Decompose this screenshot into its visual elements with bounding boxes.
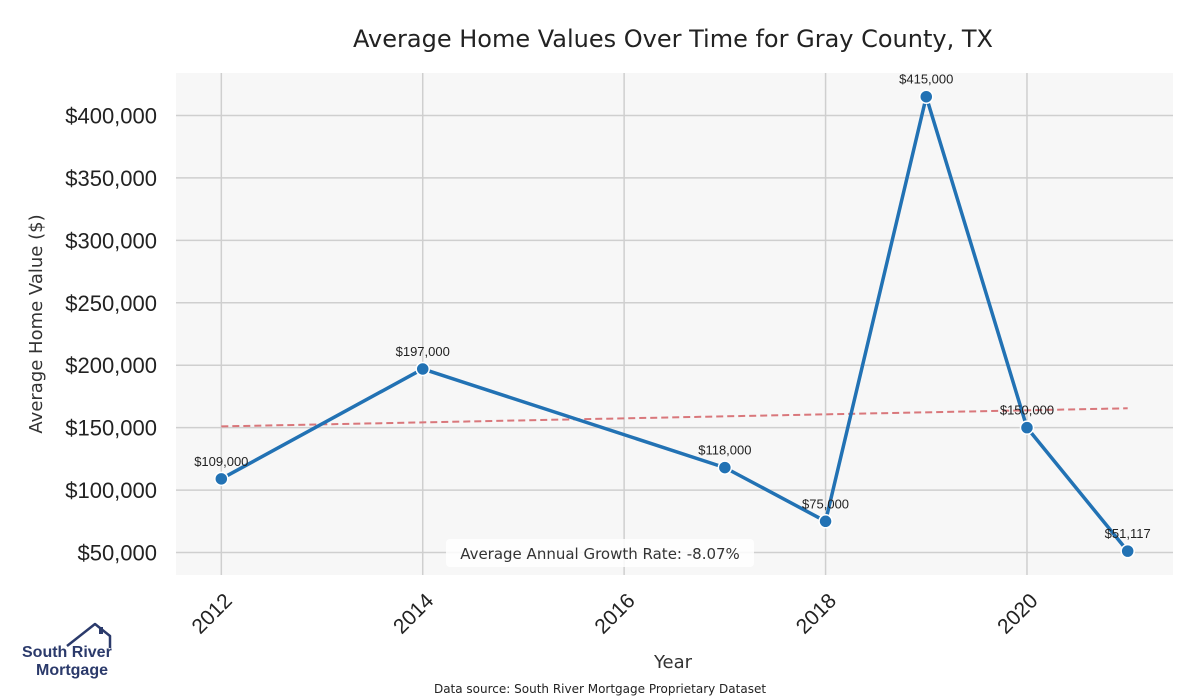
- data-label: $415,000: [899, 72, 953, 87]
- data-point: [214, 471, 229, 487]
- data-point: [919, 89, 934, 104]
- y-tick-label: $350,000: [65, 166, 157, 191]
- data-labels: $109,000 $197,000 $118,000 $75,000 $415,000 $…: [194, 72, 1150, 541]
- data-label: $109,000: [194, 454, 248, 469]
- y-tick-labels: $50,000 $100,000 $150,000 $200,000 $250,000 $…: [65, 103, 157, 565]
- data-points: [214, 89, 1135, 559]
- y-tick-label: $250,000: [65, 291, 157, 316]
- x-tick-label: 2020: [993, 589, 1042, 638]
- data-label: $51,117: [1105, 526, 1151, 541]
- y-axis-label: Average Home Value ($): [26, 214, 47, 433]
- grid-lines: [176, 73, 1173, 575]
- data-point: [1019, 420, 1035, 435]
- chimney-icon: [99, 627, 103, 634]
- south-river-mortgage-logo: South River Mortgage: [22, 622, 112, 679]
- chart-title: Average Home Values Over Time for Gray C…: [353, 25, 993, 53]
- x-tick-labels: 2012 2014 2016 2018 2020: [188, 589, 1043, 639]
- growth-annotation-box: [446, 539, 754, 567]
- data-point: [717, 460, 733, 475]
- data-point: [818, 514, 833, 529]
- trend-line: [221, 407, 1128, 428]
- data-point: [1120, 543, 1135, 559]
- logo-line-2: Mortgage: [36, 662, 108, 679]
- source-note: Data source: South River Mortgage Propri…: [434, 682, 766, 696]
- y-tick-label: $300,000: [65, 228, 157, 253]
- x-tick-label: 2014: [389, 589, 439, 639]
- x-tick-label: 2018: [792, 589, 841, 638]
- y-tick-label: $50,000: [77, 541, 157, 566]
- plot-area: [176, 73, 1173, 575]
- y-tick-label: $100,000: [65, 478, 157, 503]
- data-label: $197,000: [396, 344, 450, 359]
- x-axis-label: Year: [653, 652, 693, 673]
- data-label: $75,000: [802, 496, 849, 511]
- logo-line-1: South River: [22, 644, 112, 661]
- y-tick-label: $200,000: [65, 353, 157, 378]
- data-label: $150,000: [1000, 403, 1054, 418]
- x-tick-label: 2016: [590, 589, 639, 638]
- y-tick-label: $150,000: [65, 416, 157, 441]
- growth-annotation: Average Annual Growth Rate: -8.07%: [446, 539, 754, 567]
- growth-annotation-text: Average Annual Growth Rate: -8.07%: [460, 545, 740, 563]
- data-label: $118,000: [698, 443, 751, 458]
- data-point: [415, 361, 430, 377]
- y-tick-label: $400,000: [65, 103, 157, 128]
- x-tick-label: 2012: [188, 589, 237, 638]
